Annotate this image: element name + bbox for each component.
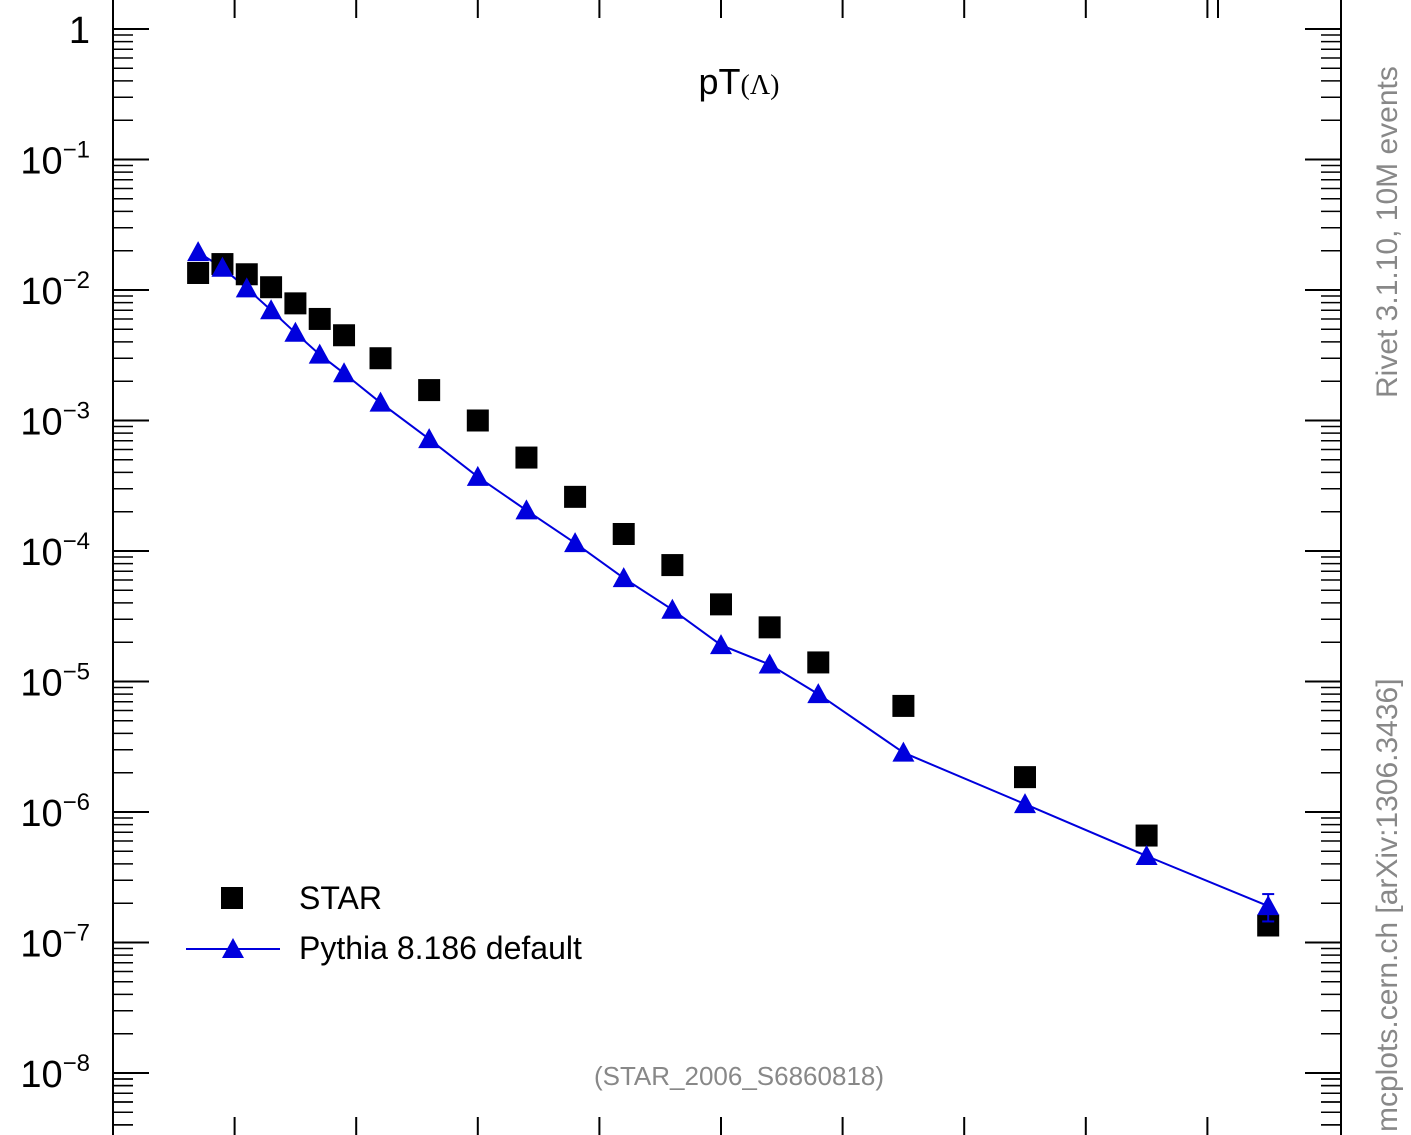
data-point-star [260,276,283,299]
data-point-star [661,554,684,577]
y-tick-label-base: 10 [20,402,62,444]
data-point-star [758,616,781,639]
y-tick-label-exponent: −3 [63,398,90,425]
series-line-pythia [197,251,1269,908]
mcplots-reference-label: mcplots.cern.ch [arXiv:1306.3436] [1371,678,1404,1132]
data-point-star [235,263,258,286]
data-point-star [710,593,732,616]
y-tick-label: 10−6 [20,789,90,835]
data-point-pythia [1014,793,1036,814]
data-point-star [612,522,635,545]
y-tick-label-base: 10 [20,1054,62,1096]
y-tick-label: 10−5 [20,659,90,705]
y-tick-label: 1 [69,10,90,52]
data-point-pythia [211,256,234,277]
legend: STAR Pythia 8.186 default [186,880,582,966]
y-tick-label-base: 10 [20,663,62,705]
y-tick-label-base: 10 [20,793,62,835]
y-tick-label-exponent: −1 [63,137,90,164]
chart-title: pT(Λ) [699,61,780,102]
data-point-pythia [418,428,441,449]
data-point-star [333,324,356,347]
data-point-pythia [758,653,781,674]
y-tick-label-base: 10 [20,271,62,313]
y-tick-label: 10−4 [20,528,90,574]
y-tick-label-exponent: −6 [63,789,90,816]
y-tick-label: 10−3 [20,398,90,444]
data-point-star [1135,824,1158,847]
data-point-pythia [564,532,587,553]
legend-label-star: STAR [299,880,382,916]
y-tick-label: 10−7 [20,920,90,966]
data-point-pythia [515,499,538,520]
data-point-pythia [710,634,732,655]
data-point-pythia [187,241,210,262]
data-point-star [564,485,587,508]
y-tick-label-base: 10 [20,532,62,574]
legend-marker-pythia [222,938,244,958]
data-point-star [1257,914,1280,937]
chart-title-suffix: (Λ) [741,70,780,101]
data-point-pythia [1135,845,1158,866]
y-tick-label-base: 10 [20,141,62,183]
chart-title-main: pT [699,61,741,102]
data-point-star [515,446,538,469]
data-point-pythia [466,465,489,486]
data-point-star [187,261,210,284]
data-point-pythia [284,321,307,342]
data-point-star [807,651,830,674]
data-point-pythia [807,683,830,704]
y-tick-label: 10−8 [20,1050,90,1096]
y-tick-label-exponent: −4 [63,528,90,555]
y-tick-label-exponent: −2 [63,267,90,294]
y-tick-label: 10−2 [20,267,90,313]
data-point-star [892,694,915,717]
y-tick-label-exponent: −5 [63,659,90,686]
data-point-pythia [661,598,684,619]
y-tick-labels: 110−110−210−310−410−510−610−710−8 [20,10,90,1096]
plot-frame [112,0,1342,1135]
axis-ticks [113,0,1341,1135]
analysis-id-label: (STAR_2006_S6860818) [594,1061,884,1091]
legend-label-pythia: Pythia 8.186 default [299,930,582,966]
series-lines [197,251,1269,908]
data-point-pythia [308,343,331,364]
y-tick-label-base: 1 [69,10,90,52]
data-point-star [369,347,392,370]
y-tick-label: 10−1 [20,137,90,183]
data-point-star [308,307,331,330]
rivet-version-label: Rivet 3.1.10, 10M events [1371,66,1404,398]
data-point-pythia [260,299,283,320]
series-markers [187,241,1280,937]
data-point-star [418,379,441,402]
y-tick-label-exponent: −7 [63,920,90,947]
data-point-star [1014,766,1036,789]
y-tick-label-exponent: −8 [63,1050,90,1077]
data-point-pythia [333,362,356,383]
data-point-pythia [369,391,392,412]
data-point-star [284,292,307,315]
data-point-pythia [612,567,635,588]
data-point-pythia [235,277,258,298]
data-point-star [466,409,489,432]
legend-marker-star [221,887,243,909]
data-point-pythia [1257,895,1280,916]
y-tick-label-base: 10 [20,924,62,966]
data-point-pythia [892,741,915,762]
